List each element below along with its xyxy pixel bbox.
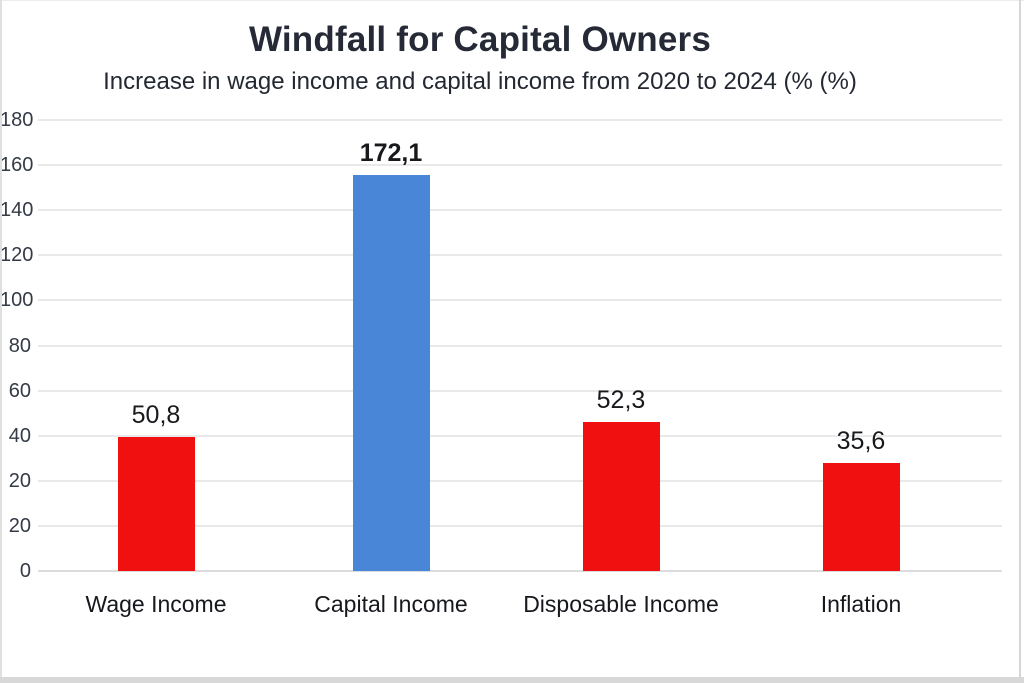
value-label-wage-income: 50,8: [131, 401, 181, 429]
bar-disposable-income: [582, 422, 660, 571]
chart-subtitle: Increase in wage income and capital inco…: [103, 68, 857, 95]
gridline: [38, 524, 1002, 527]
gridline: [38, 209, 1002, 212]
chart-title: Windfall for Capital Owners: [248, 20, 712, 59]
value-label-inflation: 35,6: [836, 427, 886, 455]
y-axis-tick-label: 160: [0, 154, 34, 177]
image-border-bottom: [0, 677, 1024, 683]
category-label-capital-income: Capital Income: [314, 591, 468, 617]
category-label-inflation: Inflation: [820, 591, 902, 617]
gridline: [38, 299, 1002, 302]
category-label-disposable-income: Disposable Income: [523, 591, 719, 617]
y-axis-tick-label: 20: [8, 469, 31, 492]
gridline: [38, 434, 1002, 437]
gridline: [38, 119, 1002, 121]
y-axis-tick-label: 40: [8, 424, 31, 447]
image-border-left: [0, 0, 2, 683]
y-axis-tick-label: 180: [0, 109, 34, 131]
bar-inflation: [822, 463, 900, 571]
y-axis-tick-label: 100: [0, 289, 34, 312]
gridline: [38, 254, 1002, 257]
y-axis-tick-label: 20: [8, 514, 31, 537]
y-axis-tick-label: 80: [8, 334, 31, 357]
image-border-right: [1019, 0, 1021, 683]
gridline: [38, 344, 1002, 347]
value-label-disposable-income: 52,3: [596, 386, 646, 414]
gridline: [38, 389, 1002, 392]
x-axis-line: [38, 570, 1002, 572]
y-axis-tick-label: 60: [8, 379, 31, 402]
y-axis-tick-label: 120: [0, 244, 34, 267]
bar-wage-income: [117, 437, 195, 571]
value-label-capital-income: 172,1: [359, 139, 423, 167]
gridline: [38, 164, 1002, 167]
category-label-wage-income: Wage Income: [85, 591, 227, 617]
gridline: [38, 479, 1002, 482]
y-axis-tick-label: 140: [0, 199, 34, 222]
image-border-top: [0, 0, 1024, 1]
bar-capital-income: [352, 175, 430, 571]
y-axis-tick-label: 0: [19, 560, 31, 582]
